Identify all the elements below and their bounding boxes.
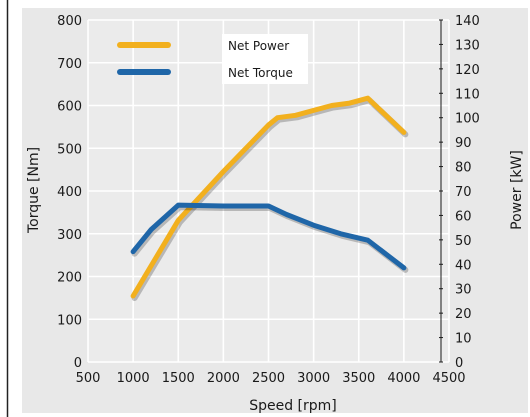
y-left-tick-label: 400 xyxy=(57,185,82,200)
y-left-tick-label: 300 xyxy=(57,228,82,243)
x-tick-label: 2500 xyxy=(252,371,285,386)
y-right-tick-label: 110 xyxy=(455,87,480,102)
y-right-tick-label: 90 xyxy=(455,136,472,151)
axes: 500 1000 1500 2000 2500 3000 3500 4000 450001002… xyxy=(57,14,480,386)
y-right-tick-label: 30 xyxy=(455,283,472,298)
y-right-tick-label: 70 xyxy=(455,185,472,200)
legend-label-net-torque: Net Torque xyxy=(228,66,293,80)
y-right-tick-label: 0 xyxy=(455,356,463,371)
y-left-tick-label: 200 xyxy=(57,271,82,286)
y-right-tick-label: 140 xyxy=(455,14,480,29)
y-left-tick-label: 100 xyxy=(57,313,82,328)
y-left-tick-label: 0 xyxy=(74,356,82,371)
x-axis-title: Speed [rpm] xyxy=(249,398,337,414)
y-right-tick-label: 10 xyxy=(455,332,472,347)
x-tick-label: 500 xyxy=(76,371,101,386)
y-axis-left-title: Torque [Nm] xyxy=(26,147,42,234)
x-tick-label: 1500 xyxy=(162,371,195,386)
y-right-tick-label: 100 xyxy=(455,112,480,127)
x-tick-label: 1000 xyxy=(117,371,150,386)
x-tick-label: 4000 xyxy=(387,371,420,386)
series-line-net-power xyxy=(130,95,407,299)
x-tick-label: 4500 xyxy=(432,371,465,386)
y-right-tick-label: 40 xyxy=(455,258,472,273)
legend-box xyxy=(222,34,308,84)
y-right-tick-label: 130 xyxy=(455,38,480,53)
y-axis-right-title: Power [kW] xyxy=(509,150,525,230)
y-left-tick-label: 500 xyxy=(57,142,82,157)
y-left-tick-label: 600 xyxy=(57,100,82,115)
x-tick-label: 3500 xyxy=(342,371,375,386)
series-layer xyxy=(130,95,409,301)
y-left-tick-label: 800 xyxy=(57,14,82,29)
x-tick-label: 3000 xyxy=(297,371,330,386)
y-right-tick-label: 50 xyxy=(455,234,472,249)
y-left-tick-label: 700 xyxy=(57,57,82,72)
y-right-tick-label: 80 xyxy=(455,161,472,176)
legend-label-net-power: Net Power xyxy=(228,39,289,53)
y-right-tick-label: 120 xyxy=(455,63,480,78)
legend: Net Power Net Torque xyxy=(117,34,308,84)
series-line-net-torque xyxy=(130,202,407,271)
grid xyxy=(87,19,450,363)
y-right-tick-label: 20 xyxy=(455,307,472,322)
x-tick-label: 2000 xyxy=(207,371,240,386)
y-right-tick-label: 60 xyxy=(455,209,472,224)
